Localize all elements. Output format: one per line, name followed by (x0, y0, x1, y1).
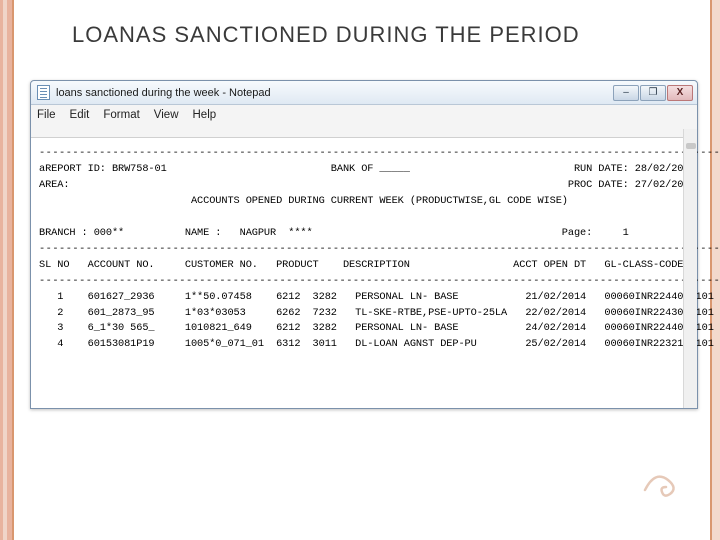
menu-file[interactable]: File (37, 109, 56, 121)
report-dash3: ----------------------------------------… (39, 275, 720, 287)
report-line1: aREPORT ID: BRW758-01 BANK OF _____ RUN … (39, 163, 683, 175)
report-row-1: 1 601627_2936 1**50.07458 6212 3282 PERS… (39, 291, 714, 303)
report-line3: ACCOUNTS OPENED DURING CURRENT WEEK (PRO… (39, 195, 568, 207)
menu-view[interactable]: View (154, 109, 179, 121)
decor-swirl-icon (640, 460, 690, 500)
report-header: SL NO ACCOUNT NO. CUSTOMER NO. PRODUCT D… (39, 259, 683, 271)
notepad-window: loans sanctioned during the week - Notep… (30, 80, 698, 409)
menu-format[interactable]: Format (103, 109, 139, 121)
close-button[interactable]: X (667, 85, 693, 101)
slide-title: LOANAS SANCTIONED DURING THE PERIOD (72, 22, 580, 48)
vertical-scrollbar[interactable] (683, 129, 697, 408)
decor-left-stripe (0, 0, 14, 540)
menu-help[interactable]: Help (193, 109, 217, 121)
text-area[interactable]: ----------------------------------------… (31, 138, 697, 408)
report-row-3: 3 6_1*30 565_ 1010821_649 6212 3282 PERS… (39, 322, 714, 334)
report-dash2: ----------------------------------------… (39, 243, 720, 255)
report-line4: BRANCH : 000** NAME : NAGPUR **** Page: … (39, 227, 629, 239)
decor-right-stripe (710, 0, 720, 540)
maximize-button[interactable]: ❐ (640, 85, 666, 101)
minimize-button[interactable]: – (613, 85, 639, 101)
report-row-4: 4 60153081P19 1005*0_071_01 6312 3011 DL… (39, 338, 714, 350)
window-title: loans sanctioned during the week - Notep… (56, 87, 613, 99)
report-line2: AREA: PROC DATE: 27/02/20 (39, 179, 683, 191)
report-row-2: 2 601_2873_95 1*03*03053 6262 7232 TL-SK… (39, 307, 714, 319)
scrollbar-thumb[interactable] (686, 143, 696, 149)
menubar: File Edit Format View Help (31, 105, 697, 138)
menu-edit[interactable]: Edit (70, 109, 90, 121)
window-controls: – ❐ X (613, 85, 693, 101)
notepad-icon (37, 85, 50, 100)
report-dash1: ----------------------------------------… (39, 147, 720, 159)
titlebar[interactable]: loans sanctioned during the week - Notep… (31, 81, 697, 105)
